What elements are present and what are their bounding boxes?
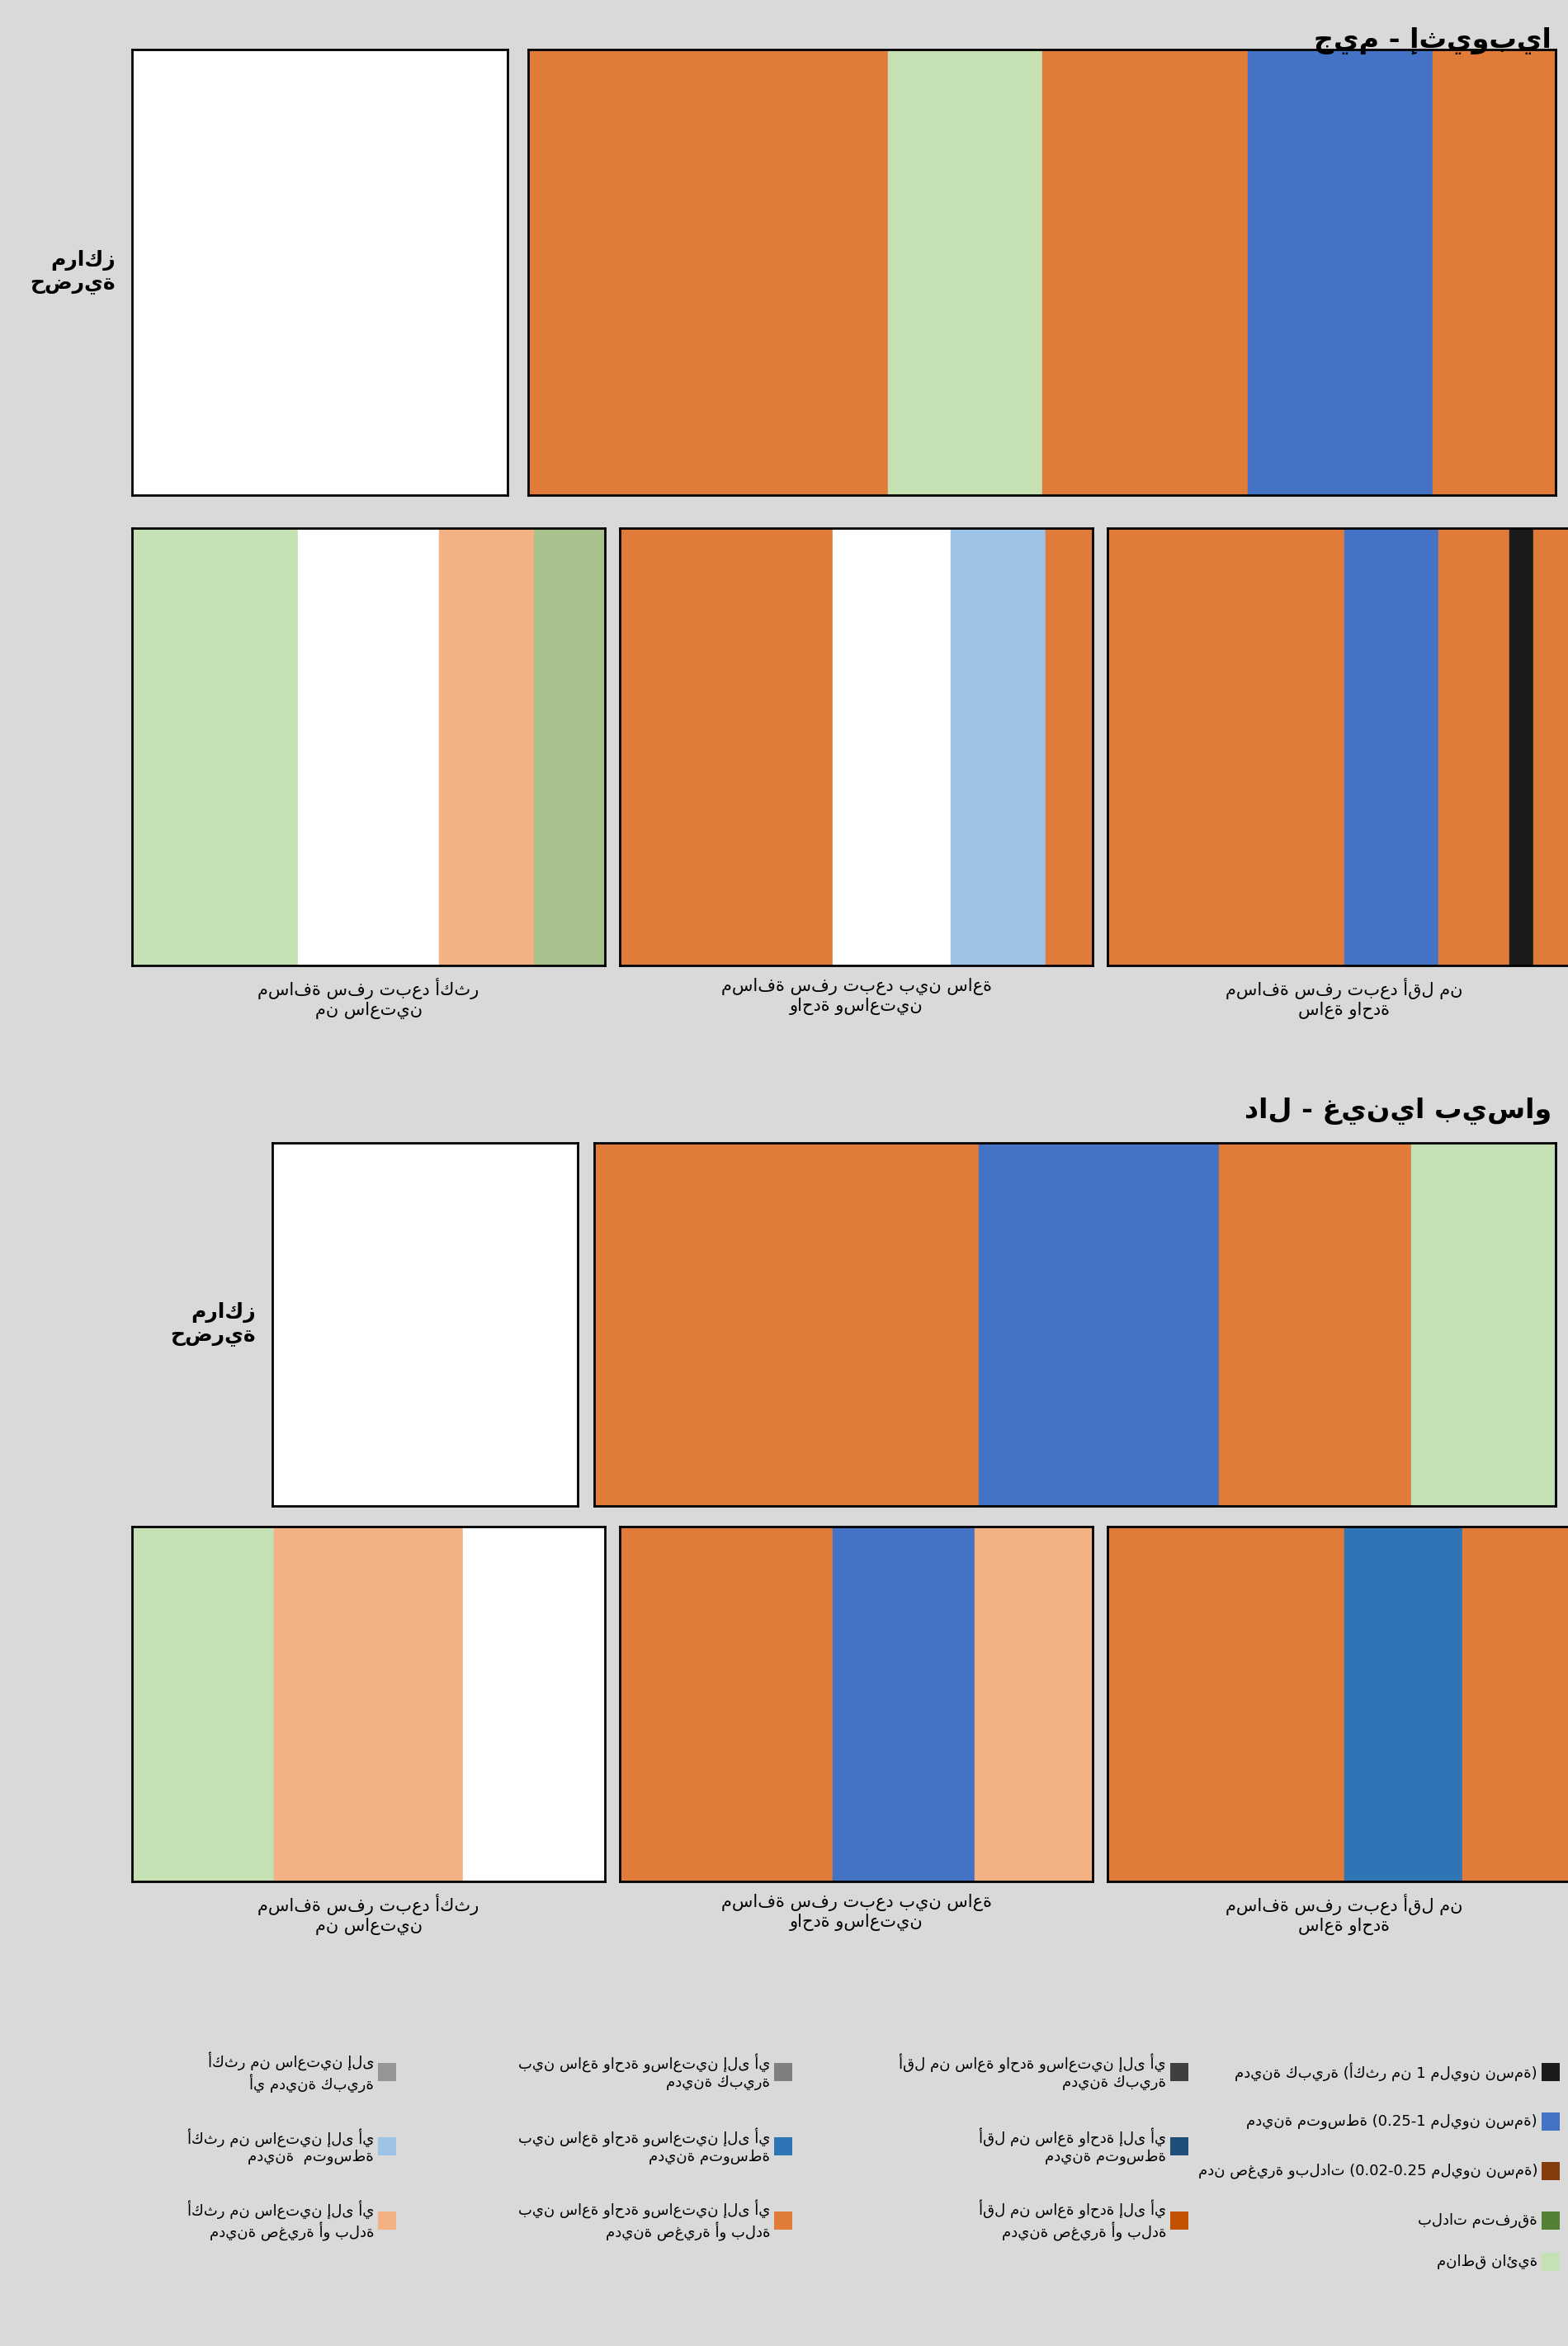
- Text: أكثر من ساعتين إلى أي
مدينة صغيرة أو بلدة: أكثر من ساعتين إلى أي مدينة صغيرة أو بلد…: [187, 2201, 373, 2240]
- Bar: [978, 1143, 1220, 1506]
- Text: جيم - إثيوبيا: جيم - إثيوبيا: [1314, 28, 1551, 54]
- Bar: [619, 528, 833, 967]
- Bar: [887, 49, 1041, 495]
- Bar: [535, 528, 605, 967]
- Bar: [1248, 49, 1432, 495]
- Bar: [298, 528, 439, 967]
- Text: مسافة سفر تبعد أكثر
من ساعتين: مسافة سفر تبعد أكثر من ساعتين: [257, 978, 480, 1018]
- Bar: [1107, 528, 1344, 967]
- Bar: [1534, 528, 1568, 967]
- Bar: [950, 528, 1046, 967]
- Text: دال - غينيا بيساو: دال - غينيا بيساو: [1245, 1098, 1551, 1124]
- Bar: [1463, 1527, 1568, 1881]
- Text: مسافة سفر تبعد أكثر
من ساعتين: مسافة سفر تبعد أكثر من ساعتين: [257, 1893, 480, 1935]
- Text: مسافة سفر تبعد أقل من
ساعة واحدة: مسافة سفر تبعد أقل من ساعة واحدة: [1225, 978, 1463, 1018]
- Bar: [1411, 1143, 1555, 1506]
- Bar: [439, 528, 535, 967]
- Bar: [1046, 528, 1093, 967]
- Bar: [1510, 528, 1534, 967]
- Bar: [1438, 528, 1510, 967]
- Text: أكثر من ساعتين إلى
أي مدينة كبيرة: أكثر من ساعتين إلى أي مدينة كبيرة: [207, 2053, 373, 2093]
- Text: بين ساعة واحدة وساعتين إلى أي
مدينة متوسطة: بين ساعة واحدة وساعتين إلى أي مدينة متوس…: [517, 2128, 770, 2165]
- Text: أقل من ساعة واحدة وساعتين إلى أي
مدينة كبيرة: أقل من ساعة واحدة وساعتين إلى أي مدينة ك…: [898, 2053, 1167, 2090]
- Bar: [974, 1527, 1093, 1881]
- Text: بلدات متفرقة: بلدات متفرقة: [1417, 2212, 1538, 2229]
- Bar: [1041, 49, 1248, 495]
- Text: مدن صغيرة وبلدات (0.02-0.25 مليون نسمة): مدن صغيرة وبلدات (0.02-0.25 مليون نسمة): [1198, 2163, 1538, 2179]
- Text: مسافة سفر تبعد بين ساعة
واحدة وساعتين: مسافة سفر تبعد بين ساعة واحدة وساعتين: [721, 978, 991, 1016]
- Text: مراكز
حضرية: مراكز حضرية: [30, 249, 116, 296]
- Bar: [132, 528, 298, 967]
- Bar: [833, 1527, 974, 1881]
- Bar: [528, 49, 887, 495]
- Bar: [1220, 1143, 1411, 1506]
- Text: أقل من ساعة واحدة إلى أي
مدينة صغيرة أو بلدة: أقل من ساعة واحدة إلى أي مدينة صغيرة أو …: [978, 2201, 1167, 2240]
- Bar: [463, 1527, 605, 1881]
- Text: مدينة كبيرة (أكثر من 1 مليون نسمة): مدينة كبيرة (أكثر من 1 مليون نسمة): [1236, 2062, 1538, 2081]
- Text: مدينة متوسطة (0.25-1 مليون نسمة): مدينة متوسطة (0.25-1 مليون نسمة): [1247, 2114, 1538, 2130]
- Text: مسافة سفر تبعد بين ساعة
واحدة وساعتين: مسافة سفر تبعد بين ساعة واحدة وساعتين: [721, 1893, 991, 1931]
- Text: مراكز
حضرية: مراكز حضرية: [171, 1302, 256, 1347]
- Bar: [274, 1527, 463, 1881]
- Text: أقل من ساعة واحدة إلى أي
مدينة متوسطة: أقل من ساعة واحدة إلى أي مدينة متوسطة: [978, 2128, 1167, 2165]
- Bar: [1107, 1527, 1344, 1881]
- Bar: [1344, 1527, 1461, 1881]
- Text: مناطق نائية: مناطق نائية: [1436, 2255, 1538, 2269]
- Bar: [594, 1143, 978, 1506]
- Text: بين ساعة واحدة وساعتين إلى أي
مدينة صغيرة أو بلدة: بين ساعة واحدة وساعتين إلى أي مدينة صغير…: [517, 2201, 770, 2240]
- Bar: [619, 1527, 833, 1881]
- Bar: [132, 1527, 274, 1881]
- Bar: [833, 528, 950, 967]
- Text: مسافة سفر تبعد أقل من
ساعة واحدة: مسافة سفر تبعد أقل من ساعة واحدة: [1225, 1893, 1463, 1935]
- Text: أكثر من ساعتين إلى أي
مدينة  متوسطة: أكثر من ساعتين إلى أي مدينة متوسطة: [187, 2128, 373, 2165]
- Bar: [1344, 528, 1438, 967]
- Bar: [1432, 49, 1555, 495]
- Text: بين ساعة واحدة وساعتين إلى أي
مدينة كبيرة: بين ساعة واحدة وساعتين إلى أي مدينة كبير…: [517, 2053, 770, 2090]
